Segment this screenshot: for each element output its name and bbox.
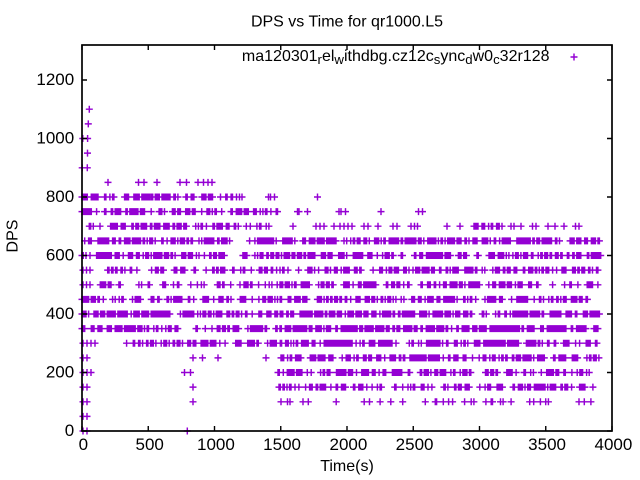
svg-text:1000: 1000 xyxy=(197,435,235,454)
svg-text:DPS vs Time for qr1000.L5: DPS vs Time for qr1000.L5 xyxy=(251,14,443,31)
svg-text:Time(s): Time(s) xyxy=(320,458,374,475)
svg-text:4000: 4000 xyxy=(594,435,632,454)
svg-text:800: 800 xyxy=(46,187,74,206)
svg-text:600: 600 xyxy=(46,246,74,265)
svg-text:1000: 1000 xyxy=(36,129,74,148)
svg-text:3000: 3000 xyxy=(462,435,500,454)
svg-text:ma120301relwithdbg.cz12csyncdw: ma120301relwithdbg.cz12csyncdw0c32r128 xyxy=(242,48,550,67)
svg-text:3500: 3500 xyxy=(528,435,566,454)
svg-text:1500: 1500 xyxy=(263,435,301,454)
svg-text:400: 400 xyxy=(46,304,74,323)
svg-text:0: 0 xyxy=(79,435,88,454)
svg-text:DPS: DPS xyxy=(5,220,22,253)
svg-text:2500: 2500 xyxy=(396,435,434,454)
svg-text:500: 500 xyxy=(136,435,164,454)
svg-text:0: 0 xyxy=(65,421,74,440)
svg-text:2000: 2000 xyxy=(329,435,367,454)
svg-text:1200: 1200 xyxy=(36,70,74,89)
svg-text:200: 200 xyxy=(46,363,74,382)
